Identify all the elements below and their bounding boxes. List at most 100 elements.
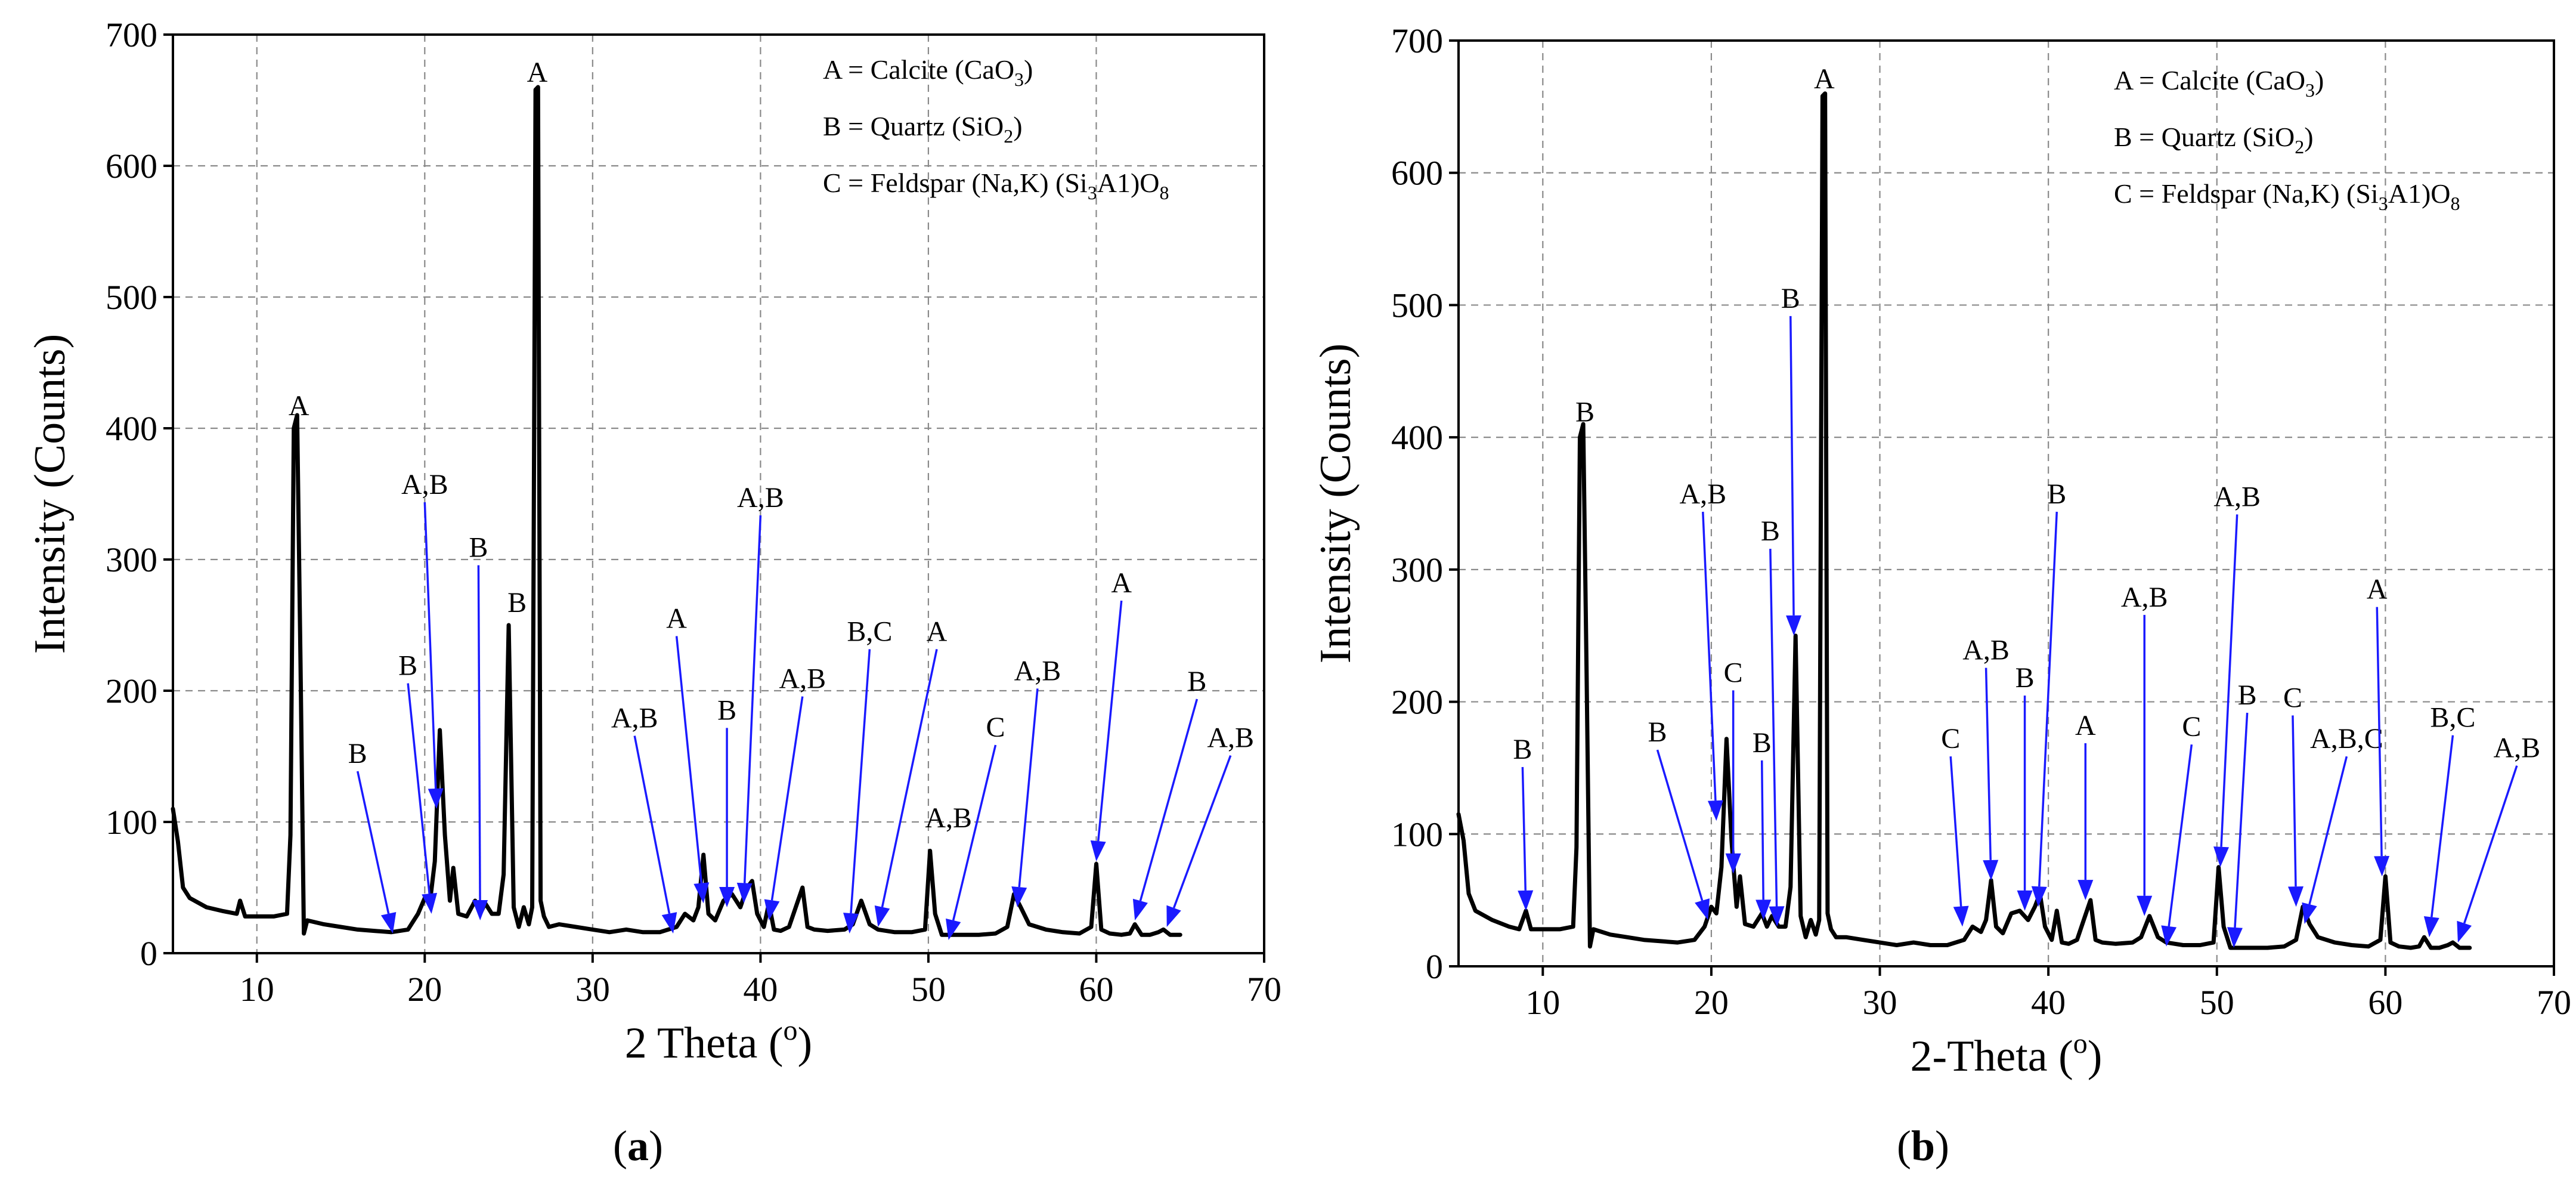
peak-arrow-head xyxy=(472,899,488,920)
peak-arrow-head xyxy=(2137,895,2153,916)
peak-arrow xyxy=(356,771,390,914)
peak-arrow-head xyxy=(843,913,859,933)
y-tick-label: 600 xyxy=(1391,154,1443,193)
peak-arrow-head xyxy=(2213,846,2230,867)
peak-arrow xyxy=(2308,756,2348,905)
peak-arrow xyxy=(1760,760,1764,900)
y-tick-label: 200 xyxy=(1391,683,1443,722)
peak-label: A,B xyxy=(925,802,972,834)
peak-arrow xyxy=(881,649,938,908)
peak-arrow xyxy=(1521,766,1527,891)
peak-arrow xyxy=(850,649,871,914)
y-tick-label: 0 xyxy=(1426,947,1443,986)
peak-label: B xyxy=(348,738,367,769)
peak-label: B xyxy=(1753,727,1772,759)
peak-arrow-head xyxy=(380,912,397,933)
peak-arrow-head xyxy=(2457,920,2472,943)
peak-label: A xyxy=(2367,574,2388,605)
x-tick-label: 30 xyxy=(1863,983,1897,1022)
peak-label: A,B xyxy=(2213,481,2261,512)
peak-label: A,B xyxy=(737,482,784,514)
xrd-pattern-line xyxy=(1456,91,2472,950)
peak-label: C xyxy=(986,712,1005,743)
x-tick-label: 30 xyxy=(575,970,610,1009)
peak-arrow-head xyxy=(1725,853,1741,874)
peak-arrow-head xyxy=(1983,860,1999,880)
peak-label: A xyxy=(1111,567,1132,599)
peak-arrow xyxy=(477,565,481,901)
peak-arrow-head xyxy=(1090,840,1106,861)
peak-label: B xyxy=(2015,662,2035,694)
peak-arrow-head xyxy=(428,788,444,809)
peak-arrow xyxy=(1139,698,1199,901)
peak-arrow xyxy=(2463,765,2518,924)
peak-arrow-head xyxy=(2161,925,2177,947)
peak-arrow-head xyxy=(1695,898,1710,920)
peak-arrow xyxy=(2376,607,2383,857)
peak-label: A xyxy=(289,390,309,422)
peak-arrow xyxy=(675,636,703,883)
peak-arrow-head xyxy=(661,912,677,933)
peak-arrow-head xyxy=(1755,899,1772,920)
peak-arrow-head xyxy=(1011,886,1027,907)
peak-arrow-head xyxy=(2302,902,2317,925)
peak-label: B,C xyxy=(847,616,892,647)
peak-label: C xyxy=(2182,711,2201,743)
x-tick-label: 20 xyxy=(1694,983,1729,1022)
peak-label: A xyxy=(527,57,548,88)
peak-label: B xyxy=(1187,666,1206,697)
peak-arrow-head xyxy=(2017,890,2033,911)
y-tick-label: 500 xyxy=(106,278,157,317)
legend-entry: C = Feldspar (Na,K) (Si3A1)O8 xyxy=(823,168,1169,203)
peak-label: A xyxy=(927,616,948,647)
legend-entry: A = Calcite (CaO3) xyxy=(2114,65,2324,101)
legend-entry: B = Quartz (SiO2) xyxy=(2114,122,2314,157)
peak-label: A xyxy=(666,602,687,634)
legend-entry: B = Quartz (SiO2) xyxy=(823,111,1023,147)
x-tick-label: 40 xyxy=(743,970,778,1009)
peak-arrow-head xyxy=(2077,880,2094,901)
y-tick-label: 300 xyxy=(1391,551,1443,589)
peak-arrow-head xyxy=(1953,905,1969,927)
peak-label: B xyxy=(507,587,527,619)
peak-arrow xyxy=(423,502,437,789)
plot-frame xyxy=(172,33,1265,954)
peak-arrow-head xyxy=(2288,886,2303,907)
peak-label: A,B xyxy=(779,663,826,695)
x-tick-label: 10 xyxy=(240,970,274,1009)
peak-label: A xyxy=(1814,63,1835,95)
peak-label: B xyxy=(1761,515,1780,547)
peak-arrow xyxy=(1789,316,1795,616)
x-tick-label: 20 xyxy=(407,970,442,1009)
xrd-pattern-line xyxy=(171,85,1182,937)
x-tick-label: 70 xyxy=(2537,983,2571,1022)
peak-arrow xyxy=(1769,549,1778,907)
peak-label: B xyxy=(469,532,488,564)
y-tick-label: 0 xyxy=(140,934,157,973)
peak-arrow-head xyxy=(874,905,890,927)
x-tick-label: 60 xyxy=(1079,970,1113,1009)
x-axis-label: 2-Theta (o) xyxy=(1911,1028,2103,1081)
peak-arrow-head xyxy=(1518,890,1534,911)
peak-arrow-head xyxy=(736,882,753,904)
peak-label: A,B xyxy=(611,703,658,734)
x-tick-label: 70 xyxy=(1247,970,1281,1009)
panel-label: (b) xyxy=(1897,1122,1949,1170)
y-axis-label: Intensity (Counts) xyxy=(1311,344,1360,663)
peak-label: C xyxy=(1941,723,1960,755)
peak-label: A,B xyxy=(1207,722,1254,754)
peak-label: B xyxy=(2047,478,2066,510)
peak-arrow-head xyxy=(1132,898,1148,920)
x-axis-label: 2 Theta (o) xyxy=(625,1015,812,1068)
peak-arrow-head xyxy=(719,887,735,907)
peak-label: A,B xyxy=(1014,655,1061,687)
y-tick-label: 100 xyxy=(1391,815,1443,854)
peak-arrow xyxy=(2220,514,2238,847)
y-tick-label: 200 xyxy=(106,672,157,710)
peak-arrow-head xyxy=(1166,905,1181,927)
peak-label: A,B xyxy=(1962,635,2010,666)
peak-arrow xyxy=(952,744,997,921)
y-tick-label: 300 xyxy=(106,540,157,579)
